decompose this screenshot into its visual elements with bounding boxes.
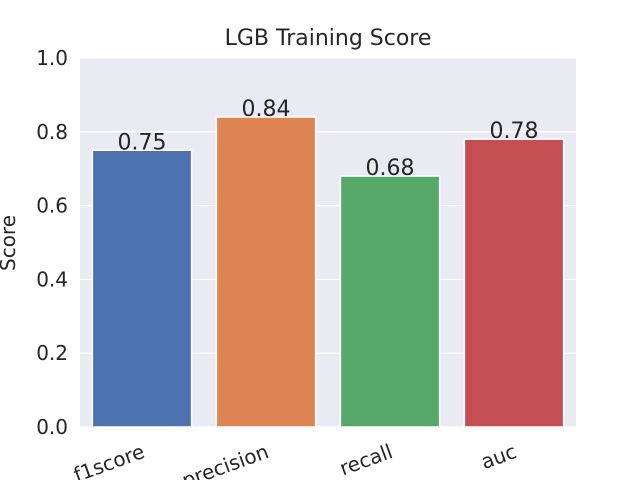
bars <box>91 116 565 428</box>
y-tick-label: 1.0 <box>36 46 68 70</box>
data-label-recall: 0.68 <box>366 156 415 181</box>
data-label-auc: 0.78 <box>490 119 539 144</box>
y-axis-ticks: 0.0 0.2 0.4 0.6 0.8 1.0 <box>36 46 68 439</box>
bar-recall <box>339 175 441 428</box>
chart-title: LGB Training Score <box>225 26 432 51</box>
y-tick-label: 0.8 <box>36 120 68 144</box>
bar-f1score <box>91 149 193 428</box>
y-tick-label: 0.2 <box>36 341 68 365</box>
x-tick-label-recall: recall <box>336 439 395 480</box>
y-tick-label: 0.0 <box>36 415 68 439</box>
bar-precision <box>215 116 317 428</box>
data-labels: 0.75 0.84 0.68 0.78 <box>118 97 539 181</box>
x-tick-label-precision: precision <box>179 439 272 480</box>
x-axis-ticks: f1score precision recall auc <box>70 439 520 484</box>
x-tick-label-auc: auc <box>478 439 520 474</box>
bar-auc <box>463 138 565 428</box>
x-tick-label-f1score: f1score <box>70 439 147 480</box>
y-tick-label: 0.4 <box>36 267 68 291</box>
y-tick-label: 0.6 <box>36 194 68 218</box>
data-label-f1score: 0.75 <box>118 130 167 155</box>
y-axis-label: Score <box>0 215 20 271</box>
data-label-precision: 0.84 <box>242 97 291 122</box>
